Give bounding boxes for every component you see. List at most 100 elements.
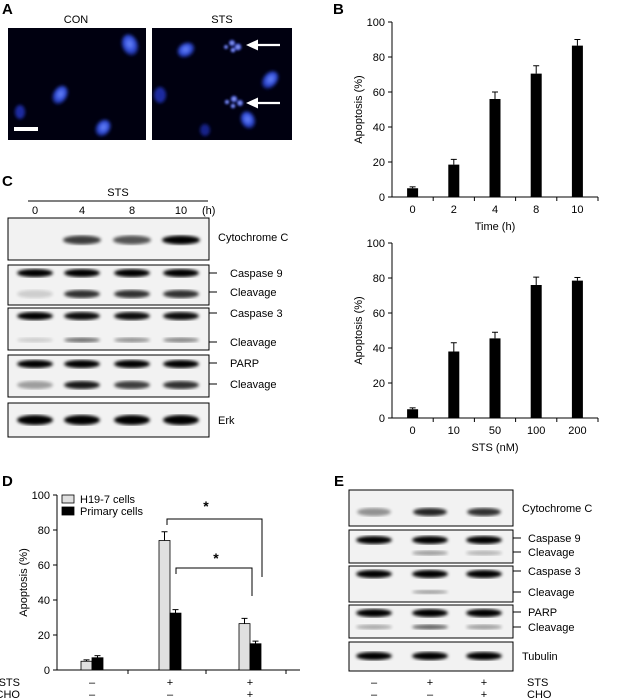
y-axis-label: Apoptosis (%) — [353, 296, 365, 364]
condition-sign: + — [247, 689, 253, 699]
arrow-icon — [246, 39, 280, 51]
blot-band — [17, 415, 53, 425]
significance-star: * — [203, 498, 209, 514]
blot-label: Cleavage — [230, 379, 276, 391]
condition-sign: – — [89, 689, 96, 699]
blot-label: Cleavage — [528, 587, 574, 599]
blot-band — [64, 290, 100, 298]
condition-sign: + — [247, 677, 253, 689]
x-tick-label: 200 — [568, 425, 586, 437]
arrow-icon — [246, 97, 280, 109]
bar — [249, 643, 262, 671]
time-label: 4 — [79, 205, 85, 217]
blot-band — [466, 624, 502, 630]
y-tick-label: 80 — [373, 273, 385, 285]
time-label: 8 — [129, 205, 135, 217]
blot-band — [163, 360, 199, 368]
western-blot-c: Cytochrome C Caspase 9 Cleavage Caspase 3 Cl… — [7, 217, 288, 438]
blot-band — [356, 570, 392, 578]
x-axis-label: STS (nM) — [471, 442, 518, 454]
blot-band — [64, 360, 100, 368]
x-tick-label: 8 — [533, 204, 539, 216]
condition-sign: + — [481, 677, 487, 689]
y-tick-label: 100 — [367, 17, 385, 29]
micrograph-sts — [152, 28, 292, 140]
y-tick-label: 20 — [38, 630, 50, 642]
x-tick-label: 50 — [489, 425, 501, 437]
chart-d: 020406080100STSCHO––+–++H19-7 cellsPrima… — [0, 490, 300, 699]
bar — [407, 188, 419, 197]
blot-membrane — [348, 489, 514, 527]
y-tick-label: 0 — [44, 665, 50, 677]
bar — [238, 623, 251, 671]
panel-letter-c: C — [2, 173, 13, 190]
condition-table-e: – + + STS– – + CHO — [371, 677, 552, 699]
blot-band — [64, 269, 100, 277]
blot-band — [466, 652, 502, 660]
y-tick-label: 60 — [373, 308, 385, 320]
blot-band — [17, 337, 53, 343]
blot-band — [17, 290, 53, 298]
row-label-cho: CHO — [0, 689, 20, 699]
blot-band — [113, 235, 151, 245]
x-axis-label: Time (h) — [475, 221, 516, 233]
x-tick-label: 4 — [492, 204, 498, 216]
blot-band — [114, 269, 150, 277]
y-tick-label: 100 — [32, 490, 50, 502]
bar — [407, 409, 419, 418]
blot-band — [467, 508, 501, 516]
blot-c-header: STS 0 4 8 10 (h) — [28, 187, 215, 217]
blot-band — [356, 609, 392, 617]
legend-swatch — [61, 506, 75, 516]
blot-band — [163, 415, 199, 425]
bar — [530, 285, 542, 418]
condition-sign: + — [427, 677, 433, 689]
bar — [91, 657, 104, 671]
panel-letter-a: A — [2, 1, 13, 18]
y-axis-label: Apoptosis (%) — [353, 75, 365, 143]
time-label: 0 — [32, 205, 38, 217]
bar — [158, 540, 171, 671]
blot-band — [466, 550, 502, 556]
y-tick-label: 0 — [379, 413, 385, 425]
blot-band — [63, 235, 101, 245]
panel-letter-d: D — [2, 473, 13, 490]
blot-band — [17, 312, 53, 320]
condition-sign: – — [371, 677, 378, 689]
bar — [571, 280, 583, 418]
blot-band — [412, 609, 448, 617]
blot-label: PARP — [528, 607, 557, 619]
panel-letter-e: E — [334, 473, 344, 490]
blot-band — [412, 590, 448, 594]
blot-band — [114, 312, 150, 320]
micrograph-con — [8, 28, 146, 140]
blot-band — [412, 570, 448, 578]
blot-band — [356, 624, 392, 630]
blot-label: PARP — [230, 358, 259, 370]
blot-band — [356, 536, 392, 544]
y-tick-label: 100 — [367, 238, 385, 250]
condition-sign: – — [371, 689, 378, 699]
condition-sign: – — [427, 689, 434, 699]
blot-band — [412, 550, 448, 556]
image-label-con: CON — [64, 14, 89, 26]
condition-sign: + — [167, 677, 173, 689]
treatment-label: STS — [107, 187, 128, 199]
scale-bar — [14, 127, 38, 131]
time-label: 10 — [175, 205, 187, 217]
condition-sign: – — [89, 677, 96, 689]
blot-band — [114, 360, 150, 368]
row-label: STS — [527, 677, 548, 689]
x-tick-label: 0 — [410, 425, 416, 437]
blot-label: Caspase 9 — [230, 268, 283, 280]
chart-b-dose: 0 20 40 60 80 100 0 10 50 100 200 STS (nM) Apoptosis… — [353, 238, 599, 454]
blot-label: Cytochrome C — [218, 232, 288, 244]
blot-band — [64, 415, 100, 425]
blot-band — [163, 269, 199, 277]
blot-band — [64, 337, 100, 343]
blot-band — [466, 536, 502, 544]
western-blot-e: Cytochrome C Caspase 9 Cleavage Caspase 3 Cl… — [348, 489, 592, 672]
blot-label: Caspase 3 — [230, 308, 283, 320]
blot-label: Tubulin — [522, 651, 558, 663]
